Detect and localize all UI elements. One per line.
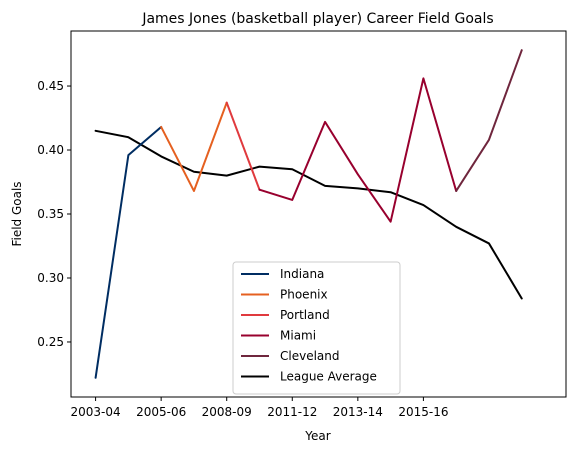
series-line-cleveland	[455, 49, 523, 192]
x-tick-label: 2003-04	[71, 405, 121, 419]
series-line-league-average	[94, 129, 523, 300]
series-line-miami	[258, 77, 458, 223]
y-tick-label: 0.40	[37, 143, 64, 157]
legend-label-phoenix: Phoenix	[280, 288, 328, 302]
legend-label-indiana: Indiana	[280, 267, 324, 281]
series-line-indiana	[94, 125, 163, 379]
legend-label-league-average: League Average	[280, 370, 377, 384]
y-tick-label: 0.30	[37, 271, 64, 285]
series-layer	[94, 49, 523, 379]
y-axis-label: Field Goals	[10, 181, 24, 246]
legend-label-cleveland: Cleveland	[280, 349, 340, 363]
y-tick-label: 0.45	[37, 79, 64, 93]
x-tick-label: 2008-09	[202, 405, 252, 419]
chart-title: James Jones (basketball player) Career F…	[141, 11, 493, 27]
x-tick-label: 2005-06	[136, 405, 186, 419]
legend-box	[232, 261, 401, 395]
y-tick-label: 0.35	[37, 207, 64, 221]
legend-label-portland: Portland	[280, 308, 330, 322]
legend: Indiana Phoenix Portland Miami Cleveland Leag…	[232, 261, 401, 395]
x-axis-label: Year	[304, 429, 330, 443]
series-line-phoenix	[160, 101, 228, 192]
axes-layer: 2003-04 2005-06 2008-09 2011-12 2013-14 2015-…	[37, 30, 567, 419]
x-tick-label: 2013-14	[333, 405, 383, 419]
x-tick-label: 2011-12	[267, 405, 317, 419]
series-line-portland	[225, 101, 261, 191]
legend-label-miami: Miami	[280, 329, 316, 343]
y-tick-label: 0.25	[37, 335, 64, 349]
x-tick-label: 2015-16	[398, 405, 448, 419]
